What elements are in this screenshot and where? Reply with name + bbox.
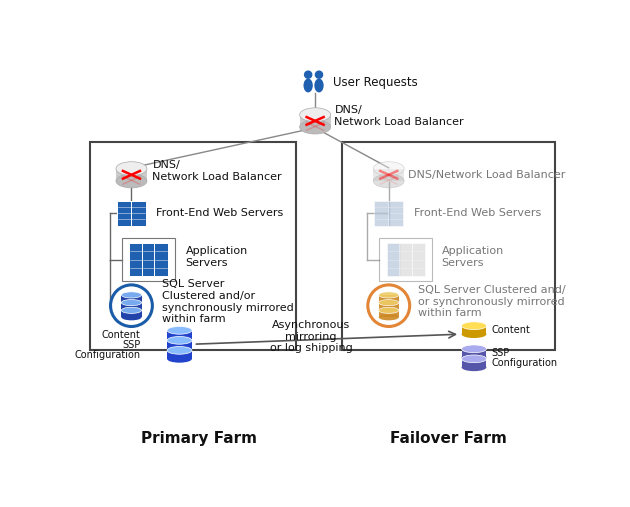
Text: Content: Content — [102, 330, 140, 340]
Ellipse shape — [304, 79, 313, 92]
Text: SSP: SSP — [122, 340, 140, 350]
Ellipse shape — [300, 108, 331, 122]
Ellipse shape — [116, 162, 147, 175]
Ellipse shape — [462, 345, 486, 353]
Bar — [117, 201, 132, 226]
Ellipse shape — [122, 306, 142, 313]
Text: DNS/Network Load Balancer: DNS/Network Load Balancer — [408, 170, 566, 180]
Ellipse shape — [167, 355, 192, 363]
Ellipse shape — [167, 327, 192, 334]
Text: DNS/
Network Load Balancer: DNS/ Network Load Balancer — [335, 105, 464, 127]
Text: Configuration: Configuration — [491, 358, 557, 369]
Bar — [379, 310, 399, 317]
Bar — [300, 115, 331, 127]
Bar — [373, 169, 404, 181]
Text: Configuration: Configuration — [74, 350, 140, 360]
Ellipse shape — [122, 307, 142, 313]
Ellipse shape — [462, 355, 486, 363]
Ellipse shape — [167, 335, 192, 343]
Ellipse shape — [373, 162, 404, 175]
Bar — [374, 201, 389, 226]
Bar — [462, 359, 486, 367]
Bar — [122, 238, 175, 281]
Circle shape — [315, 70, 323, 79]
Ellipse shape — [373, 174, 404, 188]
Bar — [167, 350, 192, 359]
Bar — [379, 303, 399, 310]
Bar — [379, 238, 432, 281]
Ellipse shape — [379, 314, 399, 320]
Bar — [412, 243, 425, 276]
Text: User Requests: User Requests — [333, 76, 418, 89]
Ellipse shape — [116, 174, 147, 188]
Ellipse shape — [379, 306, 399, 313]
Bar — [462, 325, 486, 334]
Ellipse shape — [167, 345, 192, 353]
Ellipse shape — [462, 364, 486, 371]
Ellipse shape — [462, 322, 486, 330]
Circle shape — [304, 70, 312, 79]
Text: SSP: SSP — [491, 348, 509, 358]
Ellipse shape — [462, 353, 486, 361]
Text: Application
Servers: Application Servers — [186, 246, 248, 268]
Ellipse shape — [379, 292, 399, 298]
Bar — [122, 295, 142, 302]
Text: SQL Server Clustered and/
or synchronously mirrored
within farm: SQL Server Clustered and/ or synchronous… — [418, 285, 566, 318]
Bar — [399, 243, 413, 276]
Bar — [142, 243, 155, 276]
Bar — [122, 310, 142, 317]
Ellipse shape — [122, 299, 142, 305]
Ellipse shape — [314, 79, 324, 92]
Bar — [122, 303, 142, 310]
Ellipse shape — [122, 292, 142, 298]
Ellipse shape — [122, 300, 142, 306]
Ellipse shape — [300, 120, 331, 134]
Bar — [462, 349, 486, 357]
Bar — [379, 295, 399, 302]
Bar — [167, 331, 192, 339]
Ellipse shape — [122, 314, 142, 320]
Ellipse shape — [167, 337, 192, 344]
Bar — [342, 141, 556, 350]
Ellipse shape — [167, 346, 192, 354]
Text: SQL Server
Clustered and/or
synchronously mirrored
within farm: SQL Server Clustered and/or synchronousl… — [163, 279, 294, 324]
Text: Primary Farm: Primary Farm — [141, 430, 257, 446]
Ellipse shape — [379, 299, 399, 305]
Bar — [154, 243, 168, 276]
Text: Asynchronous
mirroring
or log shipping: Asynchronous mirroring or log shipping — [270, 320, 353, 353]
Bar — [167, 340, 192, 349]
Ellipse shape — [379, 307, 399, 313]
Bar — [387, 243, 400, 276]
Text: Front-End Web Servers: Front-End Web Servers — [413, 208, 541, 219]
Bar — [116, 169, 147, 181]
Text: Front-End Web Servers: Front-End Web Servers — [156, 208, 284, 219]
Bar — [388, 201, 403, 226]
Text: Content: Content — [491, 325, 530, 335]
Bar — [90, 141, 295, 350]
Text: Application
Servers: Application Servers — [442, 246, 504, 268]
Text: Failover Farm: Failover Farm — [390, 430, 507, 446]
Ellipse shape — [379, 300, 399, 306]
Bar — [130, 201, 146, 226]
Bar — [129, 243, 142, 276]
Text: DNS/
Network Load Balancer: DNS/ Network Load Balancer — [152, 160, 282, 182]
Ellipse shape — [462, 331, 486, 338]
